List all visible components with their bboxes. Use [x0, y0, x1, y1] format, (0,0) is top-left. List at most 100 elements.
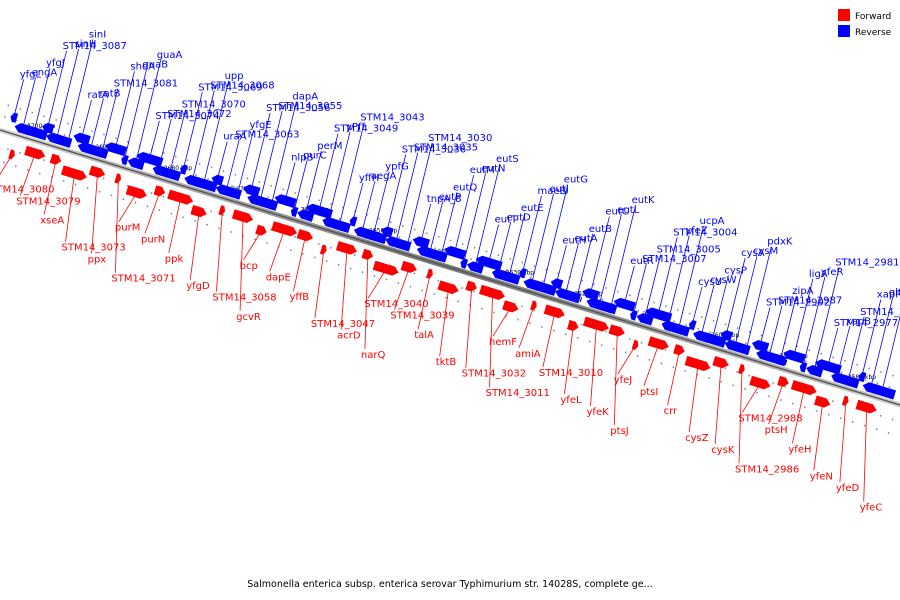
- leader-cysm: [734, 256, 758, 347]
- gene-label-maeb: maeB: [538, 186, 567, 197]
- leader-narq: [364, 254, 369, 349]
- feature-stm14-2986: [737, 363, 745, 375]
- feature-xsea: [49, 153, 62, 165]
- gene-label-yfej: yfeJ: [614, 375, 633, 386]
- gene-label-stm14-3072: STM14_3072: [167, 109, 231, 120]
- leader-yfed: [839, 400, 847, 483]
- leader-euta: [565, 243, 579, 295]
- gene-label-eutm: eutM: [470, 165, 495, 176]
- gene-label-purc: purC: [303, 151, 327, 162]
- feature-pdxk: [743, 344, 751, 356]
- gene-label-yfer: yfeR: [821, 267, 844, 278]
- feature-tala: [426, 268, 433, 279]
- gene-label-ucpa: ucpA: [700, 216, 725, 227]
- leader-stm14-3058: [216, 210, 223, 292]
- gene-label-yfgj: yfgJ: [46, 58, 65, 69]
- feature-yfge: [234, 189, 242, 200]
- map-caption: Salmonella enterica subsp. enterica sero…: [247, 579, 653, 590]
- feature-gcvr: [231, 209, 254, 223]
- gene-label-ppx: ppx: [88, 254, 107, 265]
- gene-label-euts: eutS: [496, 154, 519, 165]
- gene-label-liga: ligA: [809, 269, 828, 280]
- gene-label-eutt: eutT: [495, 215, 518, 226]
- leader-yfez: [666, 235, 690, 326]
- leader-stm14-3011: [489, 293, 493, 388]
- gene-label-cysu: cysU: [698, 277, 722, 288]
- feature-rata: [73, 132, 91, 146]
- leader-stm14-3069: [182, 92, 203, 170]
- leader-cysw: [700, 284, 715, 336]
- leader-eutb: [576, 233, 594, 298]
- feature-eutg: [530, 280, 557, 296]
- gene-label-dape: dapE: [266, 273, 291, 284]
- feature-stm14-3049: [306, 203, 334, 220]
- gene-label-ptsi: ptsI: [640, 387, 658, 398]
- gene-label-stm14-3005: STM14_3005: [657, 245, 721, 256]
- leader-nlpb: [284, 162, 296, 201]
- feature-yfea: [869, 384, 897, 400]
- feature-stm14-3071: [114, 173, 122, 184]
- leader-perm: [304, 150, 322, 215]
- feature-stm14-3058: [218, 205, 226, 216]
- feature-stm14-3070: [159, 167, 182, 182]
- feature-purm: [125, 185, 147, 199]
- gene-label-stm14-2975: STM14_2975: [860, 307, 900, 318]
- feature-stm14-3087: [42, 122, 55, 135]
- gene-label-xapr: xapR: [877, 290, 900, 301]
- feature-stm14-3043: [328, 219, 351, 233]
- gene-label-eutk: eutK: [632, 195, 655, 206]
- gene-label-eute: eutE: [521, 203, 544, 214]
- gene-label-crr: crr: [664, 406, 678, 417]
- gene-label-yfel: yfeL: [560, 395, 582, 406]
- feature-eutb: [573, 293, 582, 304]
- feature-ppk: [167, 189, 194, 205]
- leader-amia: [518, 305, 535, 348]
- gene-label-stm14-3063: STM14_3063: [235, 130, 299, 141]
- leader-stm14-3087: [47, 50, 67, 128]
- gene-label-stm14-2981: STM14_2981: [835, 257, 899, 268]
- feature-dape: [271, 221, 298, 237]
- leader-yfgj: [33, 67, 51, 133]
- leader-eutn: [463, 173, 486, 264]
- gene-label-yfgl: yfgL: [20, 69, 42, 80]
- gene-label-perm: perM: [317, 141, 342, 152]
- leader-pdxk: [745, 246, 772, 350]
- leader-zipa: [779, 295, 797, 361]
- legend-reverse-swatch: [838, 25, 850, 37]
- feature-liga: [783, 349, 806, 364]
- leader-guaa: [135, 60, 162, 164]
- gene-label-stm14-3030: STM14_3030: [428, 133, 492, 144]
- feature-zipa: [774, 355, 788, 367]
- gene-label-stm14-3069: STM14_3069: [198, 82, 262, 93]
- feature-acrd: [335, 241, 358, 255]
- gene-label-stm14-3079: STM14_3079: [16, 196, 80, 207]
- leader-eutp: [429, 201, 444, 253]
- leader-yffb: [293, 235, 306, 291]
- feature-eutt: [475, 255, 503, 272]
- leader-ypfg: [372, 171, 390, 236]
- gene-label-eutl: eutL: [617, 205, 639, 216]
- gene-label-euta: eutA: [574, 233, 597, 244]
- gene-label-sini: sinI: [89, 29, 106, 40]
- feature-yfek: [582, 316, 609, 332]
- feature-ptsj: [608, 324, 625, 337]
- gene-label-dapa: dapA: [292, 92, 318, 103]
- gene-labels: yfgLengAyfgJSTM14_3087sinHsinIratAratBST…: [0, 29, 900, 513]
- gene-label-yfgd: yfgD: [186, 281, 210, 292]
- gene-label-eutc: eutC: [605, 207, 628, 218]
- gene-label-purm: purM: [115, 223, 140, 234]
- leader-yfer: [802, 276, 826, 368]
- feature-cysk: [712, 356, 729, 369]
- leader-yfej: [617, 344, 637, 375]
- feature-yfgl: [10, 112, 19, 123]
- feature-stm14-3040: [372, 260, 399, 276]
- gene-label-xsea: xseA: [40, 216, 64, 227]
- leader-crr: [667, 350, 680, 406]
- tick-label-2680-kbp: 2680 kbp: [164, 165, 192, 172]
- gene-features: [8, 112, 897, 414]
- leader-stm14-3079: [19, 153, 36, 196]
- leader-bcp: [243, 230, 262, 261]
- gene-label-xapb: xapB: [846, 316, 871, 327]
- leader-ypfi: [327, 131, 351, 222]
